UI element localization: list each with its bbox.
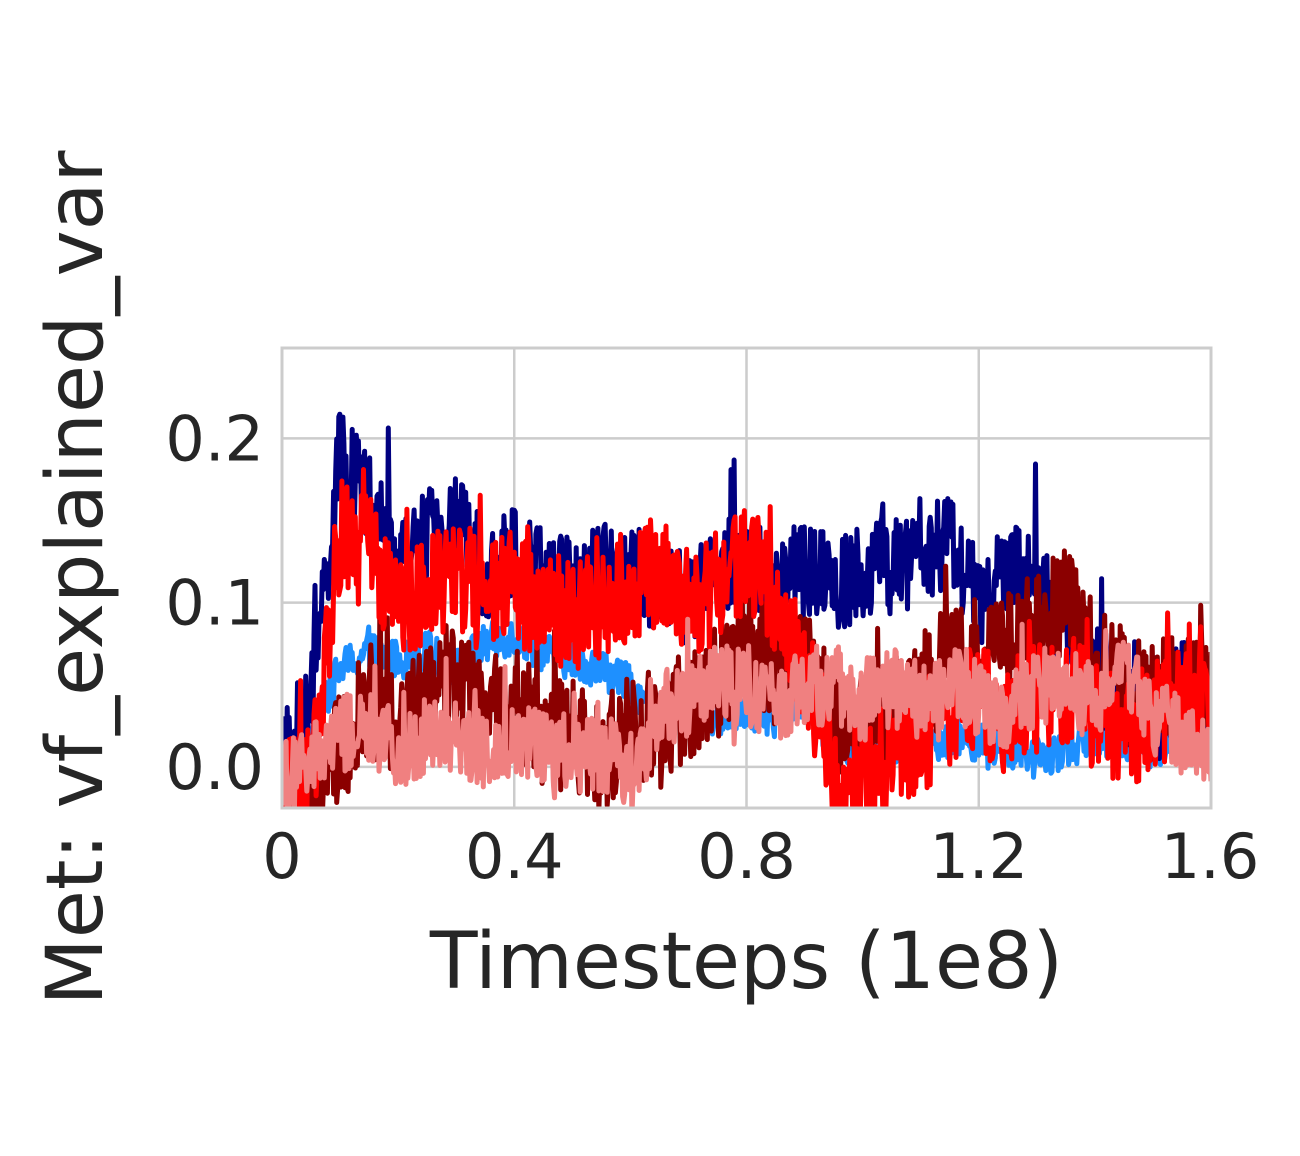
series-layer: [282, 411, 1211, 808]
x-axis-label: Timesteps (1e8): [429, 917, 1063, 1007]
y-axis-label: Met: vf_explained_var: [31, 150, 121, 1006]
y-tick-label: 0.1: [165, 567, 264, 640]
x-tick-label: 0.4: [465, 820, 564, 893]
y-tick-label: 0.0: [165, 731, 264, 804]
y-tick-label: 0.2: [165, 402, 264, 475]
x-tick-label: 0: [262, 820, 301, 893]
x-tick-label: 1.6: [1161, 820, 1260, 893]
y-tick-labels: 0.0 0.1 0.2: [165, 402, 264, 804]
series-line-5: [282, 616, 1211, 808]
x-tick-labels: 0 0.4 0.8 1.2 1.6: [262, 820, 1259, 893]
series-line-1: [282, 619, 1211, 793]
x-tick-label: 0.8: [697, 820, 796, 893]
x-tick-label: 1.2: [929, 820, 1028, 893]
plot-frame: [280, 346, 1213, 810]
